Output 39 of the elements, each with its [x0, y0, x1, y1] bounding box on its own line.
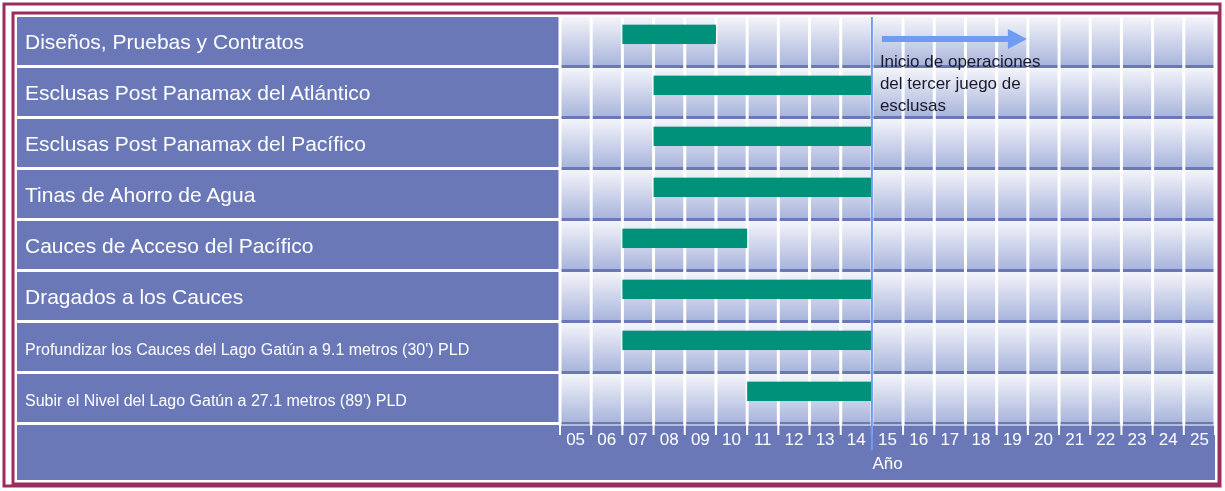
y-tick-label: Diseños, Pruebas y Contratos: [25, 29, 304, 53]
x-tick-label: 25: [1189, 430, 1209, 449]
bar: [653, 75, 872, 96]
x-tick-label: 18: [971, 430, 991, 449]
x-tick-label: 19: [1002, 430, 1022, 449]
y-tick-label: Tinas de Ahorro de Agua: [25, 182, 256, 206]
bar: [622, 330, 872, 351]
x-tick-label: 05: [566, 430, 586, 449]
x-tick-label: 17: [940, 430, 960, 449]
x-tick-label: 09: [690, 430, 710, 449]
y-tick-label: Profundizar los Cauces del Lago Gatún a 9.1 metros (30') PLD: [25, 340, 470, 358]
x-tick-label: 14: [846, 430, 866, 449]
y-tick-label: Dragados a los Cauces: [25, 284, 244, 308]
bar: [622, 279, 872, 300]
x-axis-title: Año: [872, 454, 903, 473]
x-tick-label: 20: [1033, 430, 1053, 449]
bar: [622, 228, 748, 249]
bar: [653, 177, 872, 198]
x-tick-label: 22: [1096, 430, 1116, 449]
x-tick-label: 24: [1158, 430, 1178, 449]
y-tick-label: Subir el Nivel del Lago Gatún a 27.1 metros (89') PLD: [25, 391, 407, 409]
bar: [653, 126, 872, 147]
x-tick-label: 10: [722, 430, 742, 449]
x-tick-label: 16: [909, 430, 929, 449]
x-tick-label: 23: [1127, 430, 1147, 449]
x-tick-label: 15: [878, 430, 897, 449]
bar: [622, 24, 716, 45]
y-tick-label: Esclusas Post Panamax del Pacífico: [25, 131, 366, 155]
y-tick-label: Esclusas Post Panamax del Atlántico: [25, 80, 371, 104]
x-tick-label: 11: [753, 430, 772, 449]
x-tick-label: 07: [628, 430, 648, 449]
x-tick-label: 13: [815, 430, 835, 449]
x-tick-label: 21: [1065, 430, 1085, 449]
y-tick-label: Cauces de Acceso del Pacífico: [25, 233, 314, 257]
bar: [747, 381, 872, 402]
x-tick-label: 06: [597, 430, 617, 449]
ref-line-label: Inicio de operaciones del tercer juego de esclusas: [879, 52, 1041, 115]
x-tick-label: 08: [659, 430, 679, 449]
x-tick-label: 12: [784, 430, 804, 449]
